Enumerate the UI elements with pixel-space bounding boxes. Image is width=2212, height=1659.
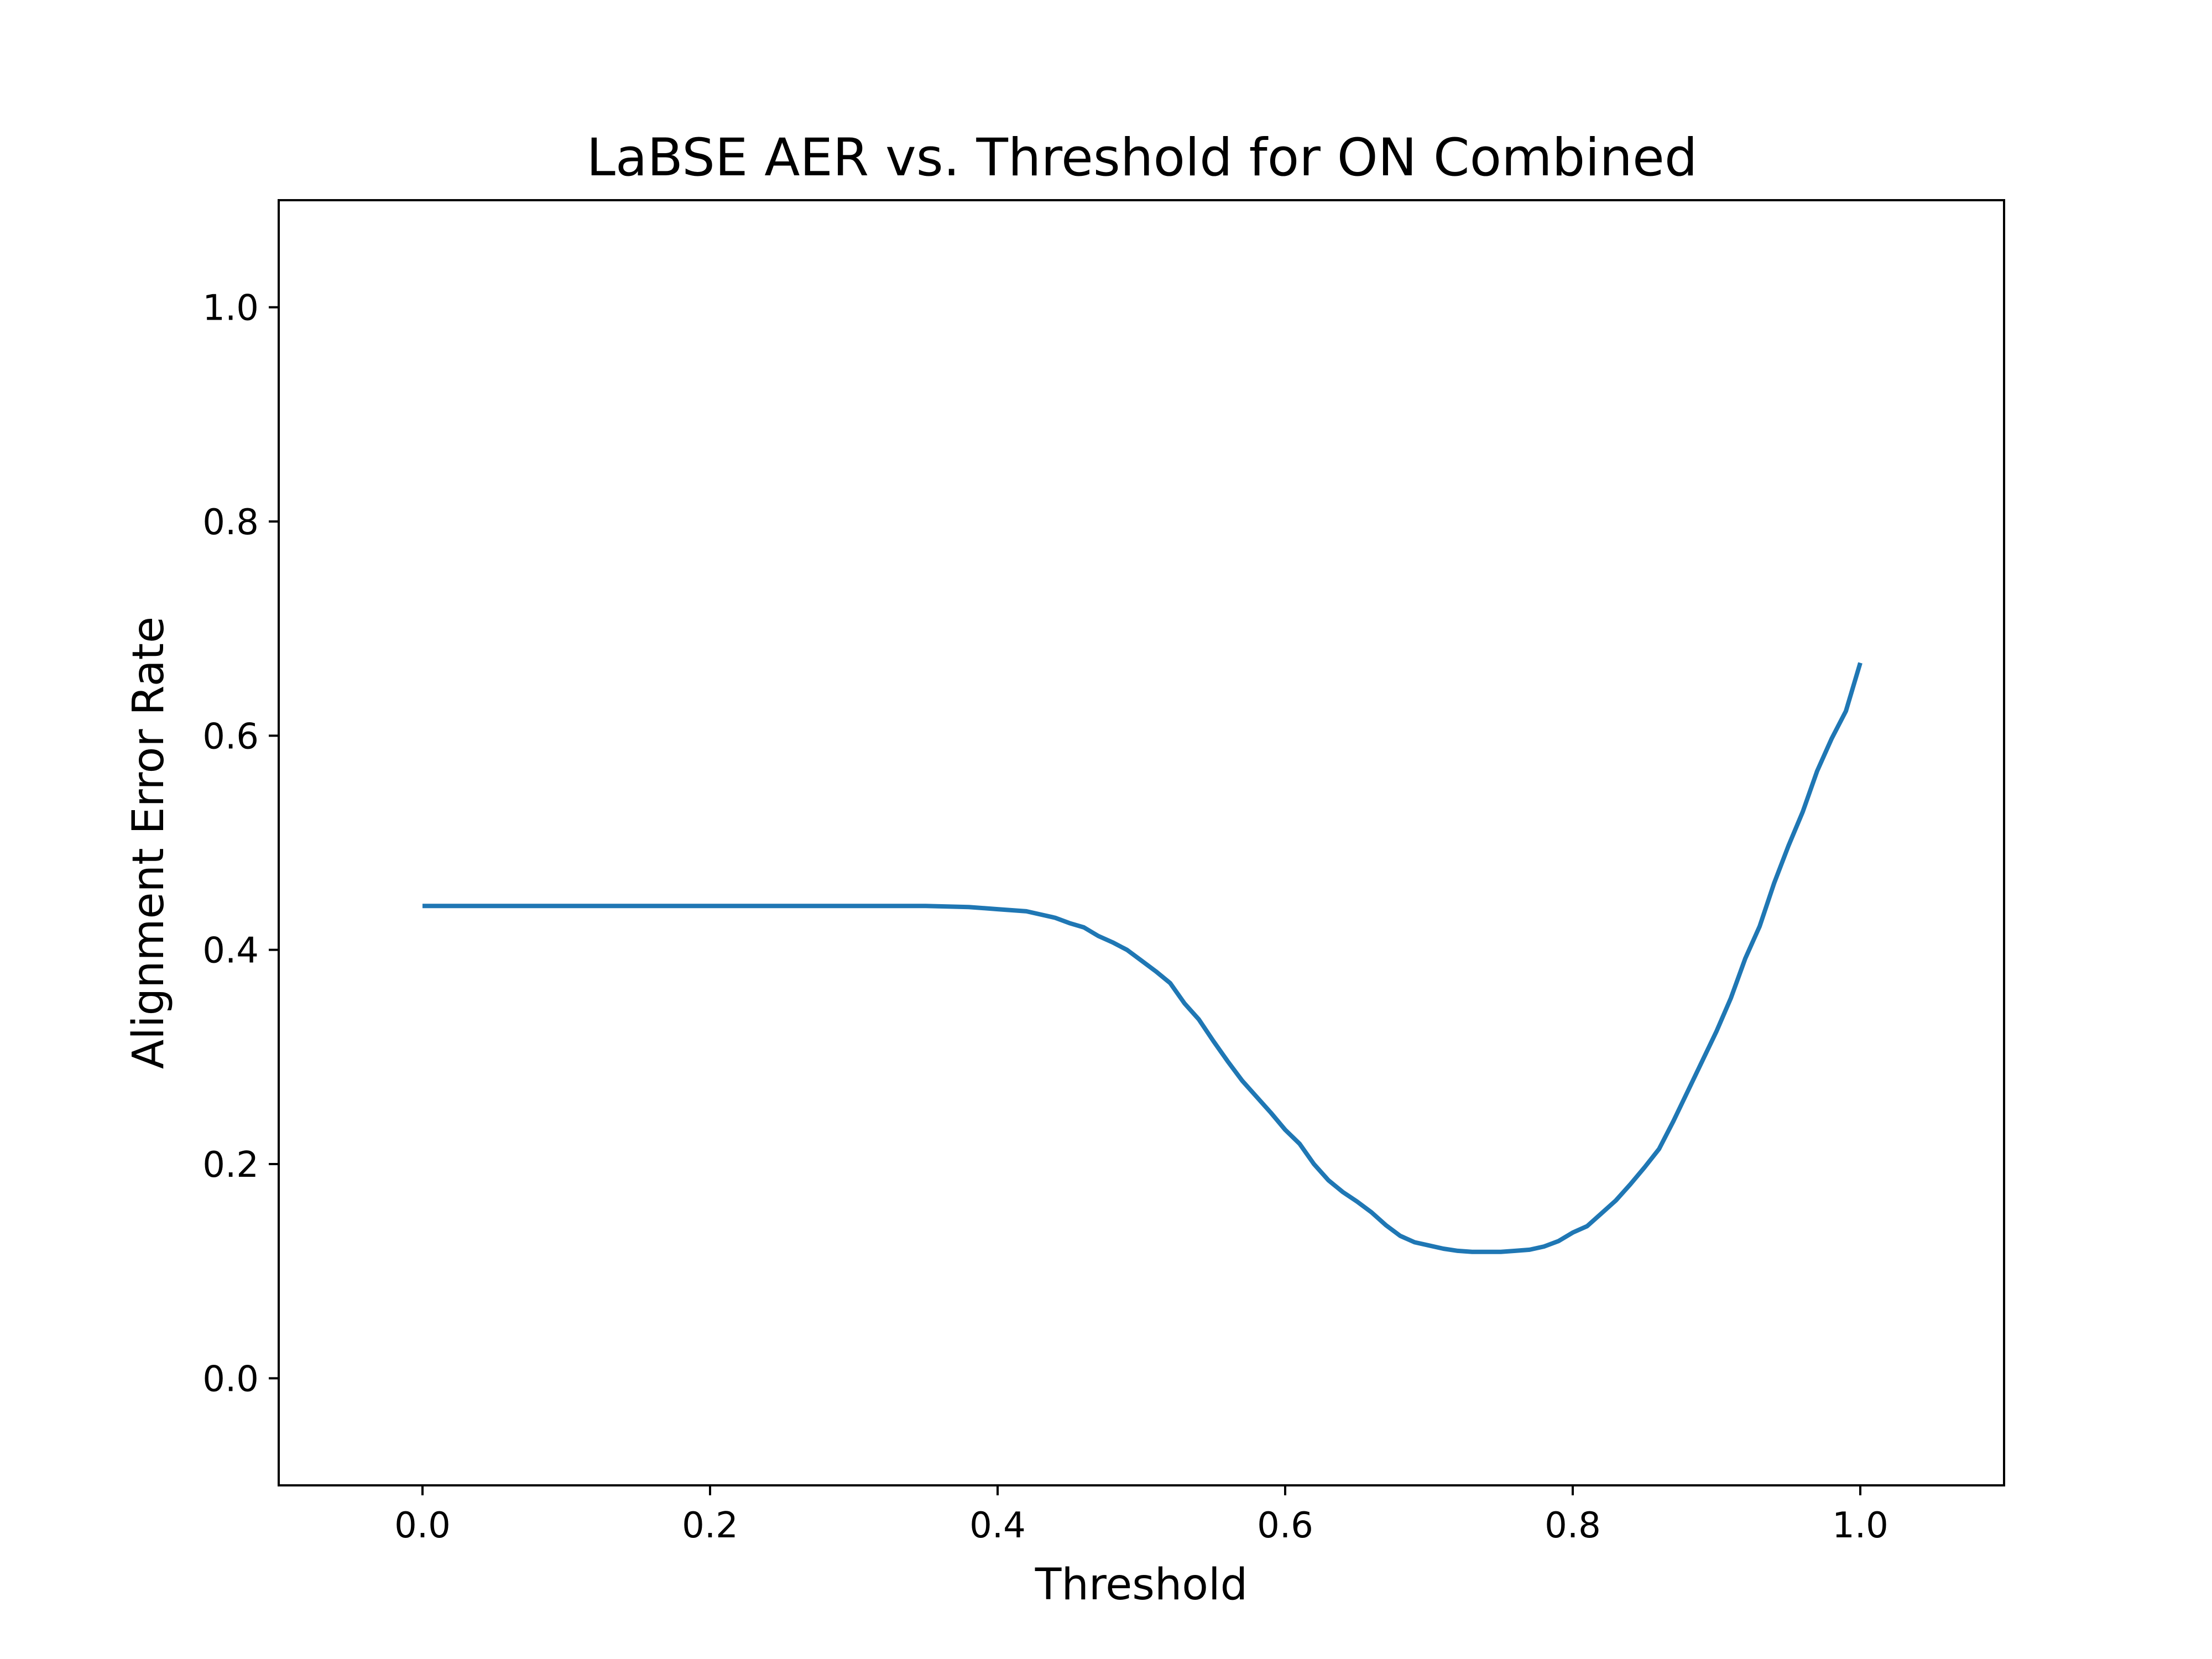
y-tick-label: 0.0 [202,1359,259,1400]
y-axis-label: Alignment Error Rate [124,617,174,1069]
plot-area [278,199,2005,1486]
aer-series-line [422,662,1863,1254]
x-tick-label: 0.8 [1545,1505,1601,1546]
x-tick-label: 0.4 [969,1505,1026,1546]
plot-frame [278,199,2005,1486]
x-tick-label: 0.0 [394,1505,451,1546]
x-axis-label: Threshold [1035,1560,1248,1610]
chart-title: LaBSE AER vs. Threshold for ON Combined [586,128,1697,188]
x-axis-ticks: 0.0 0.2 0.4 0.6 0.8 1.0 [394,1485,1888,1546]
y-axis-ticks: 0.0 0.2 0.4 0.6 0.8 1.0 [202,288,279,1400]
x-tick-label: 1.0 [1832,1505,1888,1546]
y-tick-label: 0.4 [202,931,259,972]
y-tick-label: 1.0 [202,288,259,329]
y-tick-label: 0.2 [202,1145,259,1186]
y-tick-label: 0.6 [202,716,259,757]
y-tick-label: 0.8 [202,502,259,543]
series-layer [422,662,1863,1254]
x-tick-label: 0.2 [682,1505,738,1546]
x-tick-label: 0.6 [1257,1505,1313,1546]
